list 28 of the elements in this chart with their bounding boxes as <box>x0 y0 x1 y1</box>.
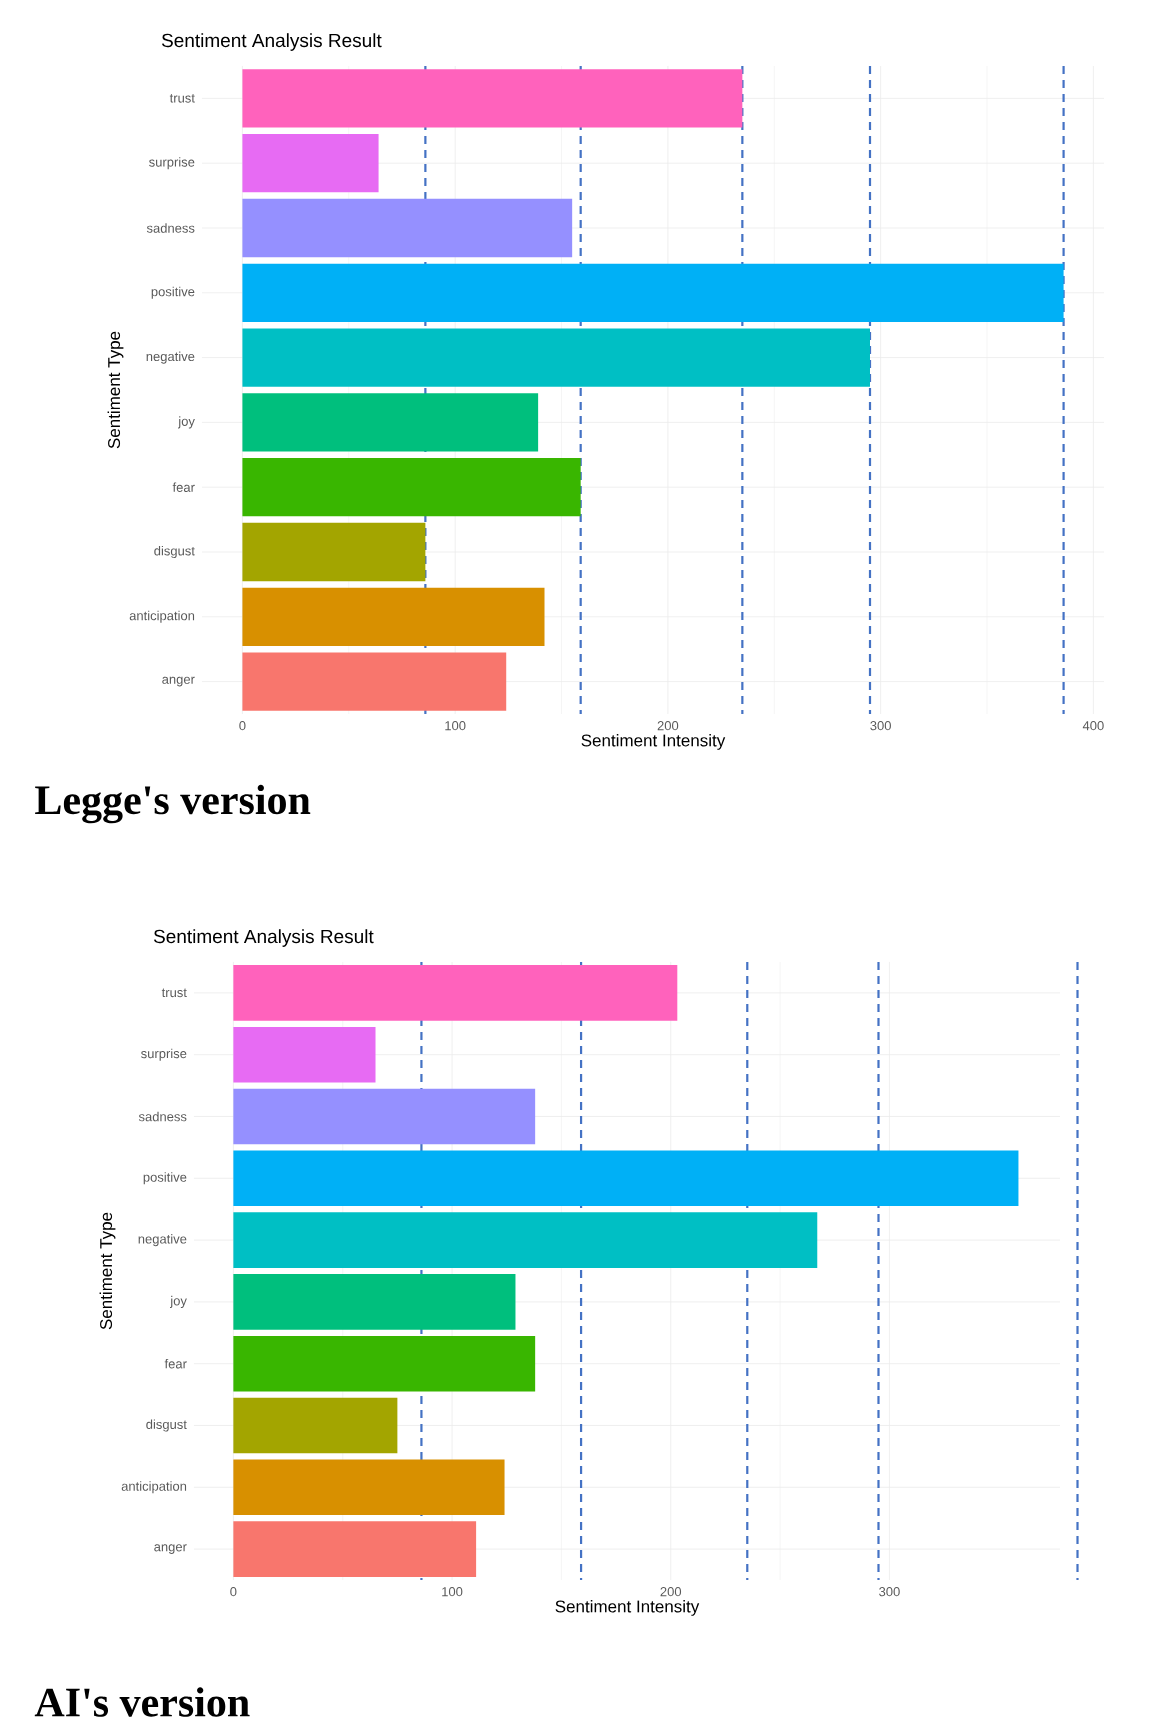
bar <box>242 69 743 128</box>
bar <box>233 1212 818 1268</box>
chart-title: Sentiment Analysis Result <box>161 33 382 51</box>
x-axis-title: Sentiment Intensity <box>581 733 726 750</box>
chart-title: Sentiment Analysis Result <box>153 929 374 947</box>
bar <box>233 1150 1019 1207</box>
bar <box>242 263 1064 322</box>
x-axis-title: Sentiment Intensity <box>555 1600 700 1616</box>
bar <box>242 587 545 646</box>
bar <box>233 1088 536 1145</box>
bar <box>233 1026 376 1083</box>
bar <box>242 134 379 193</box>
bar <box>242 522 426 582</box>
bar <box>242 393 539 452</box>
bar <box>242 458 581 517</box>
bar <box>233 1397 398 1454</box>
bar <box>242 198 573 258</box>
bar <box>242 652 507 711</box>
text: Legge's version <box>35 784 311 824</box>
bar <box>242 328 870 387</box>
bar <box>233 1335 536 1392</box>
bar <box>233 1274 516 1330</box>
bar <box>233 1459 505 1516</box>
y-axis-title: Sentiment Type <box>107 331 124 449</box>
y-axis-title: Sentiment Type <box>99 1212 116 1330</box>
bar <box>233 965 678 1021</box>
text: AI's version <box>34 1687 250 1717</box>
bar <box>233 1521 477 1577</box>
